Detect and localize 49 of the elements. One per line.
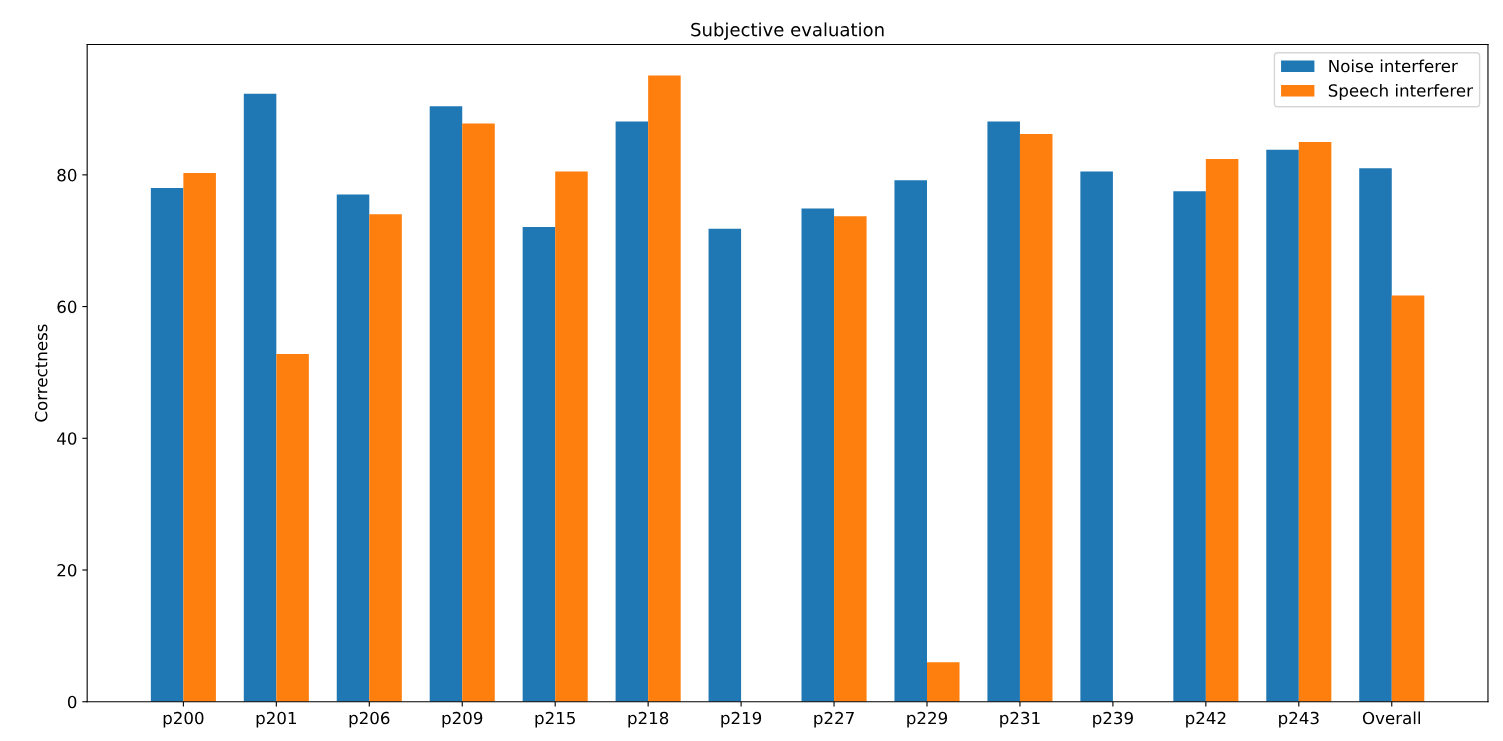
bar <box>150 188 184 702</box>
y-tick-label: 80 <box>57 168 77 182</box>
bar <box>615 121 649 702</box>
bar <box>183 172 216 702</box>
x-tick-label: p218 <box>628 711 669 728</box>
bar <box>1205 159 1239 702</box>
x-tick-label: p206 <box>349 711 390 728</box>
bar <box>1173 191 1206 702</box>
y-tick-label: 0 <box>67 695 77 709</box>
bar <box>1080 171 1113 702</box>
bar <box>648 75 681 702</box>
bar <box>369 214 402 702</box>
x-tick-label: Overall <box>1362 711 1420 725</box>
bar <box>1391 295 1425 702</box>
bar <box>429 106 463 702</box>
x-tick-label: p229 <box>907 711 948 728</box>
y-tick-label: 20 <box>57 563 77 577</box>
bar <box>927 662 960 702</box>
x-tick-label: p200 <box>163 711 204 728</box>
x-tick-label: p239 <box>1093 711 1133 728</box>
bar <box>555 171 588 702</box>
legend-label: Speech interferer <box>1328 83 1473 101</box>
bar <box>1298 141 1332 702</box>
legend-label: Noise interferer <box>1329 59 1458 73</box>
bar <box>801 208 835 702</box>
x-tick-label: p227 <box>814 711 854 728</box>
y-tick-label: 40 <box>57 432 77 445</box>
bar <box>462 123 495 702</box>
bar <box>834 216 867 702</box>
bar <box>243 93 277 702</box>
bar <box>522 226 556 702</box>
x-tick-label: p242 <box>1186 711 1226 728</box>
bar <box>1359 168 1392 702</box>
bar <box>708 228 742 702</box>
bar <box>336 194 370 702</box>
bar <box>894 180 927 702</box>
y-axis-title: Correctness <box>34 324 48 422</box>
bar <box>1266 149 1299 702</box>
bar <box>987 121 1020 702</box>
x-tick-label: p209 <box>442 711 483 728</box>
bar <box>276 353 309 702</box>
y-tick-label: 60 <box>57 300 77 314</box>
x-tick-label: p243 <box>1279 711 1319 728</box>
x-tick-label: p231 <box>1000 711 1040 728</box>
chart-title: Subjective evaluation <box>691 22 884 40</box>
x-tick-label: p219 <box>721 711 762 728</box>
bar <box>1019 134 1053 702</box>
x-tick-label: p215 <box>535 711 575 728</box>
x-tick-label: p201 <box>256 711 296 728</box>
